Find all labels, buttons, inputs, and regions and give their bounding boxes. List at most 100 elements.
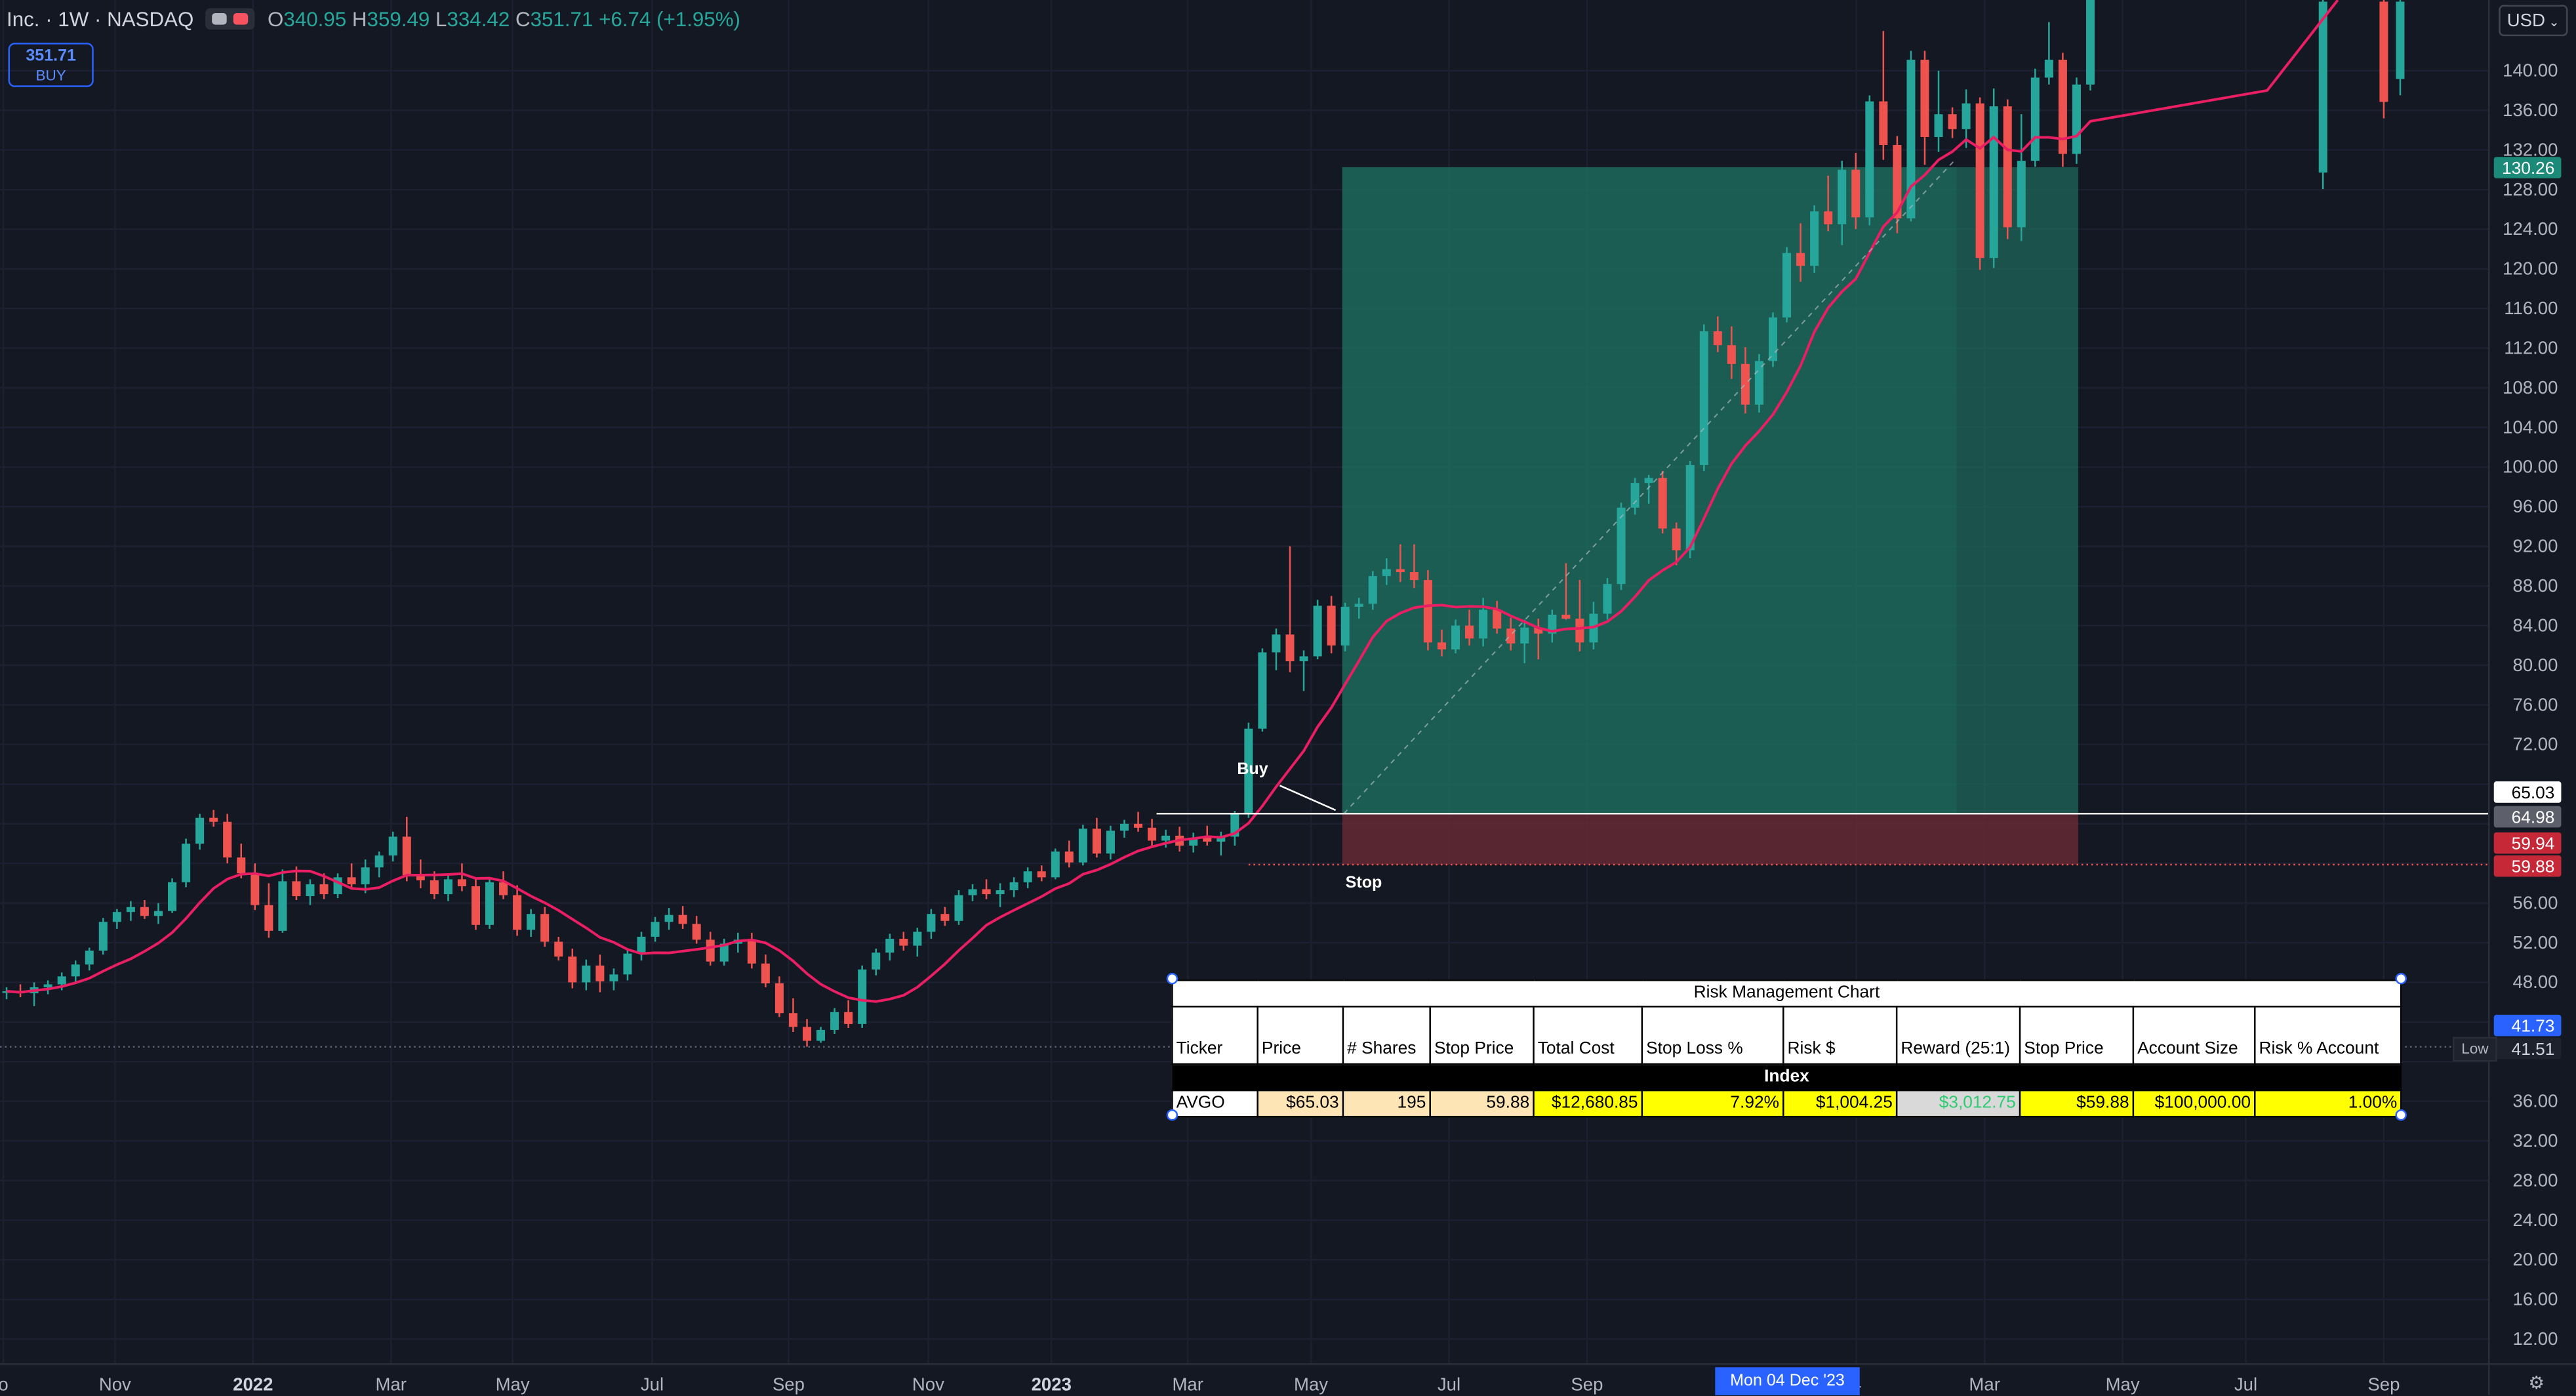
candle-body <box>1810 211 1819 266</box>
candle-body <box>1906 60 1916 218</box>
candle-body <box>112 912 121 922</box>
candle <box>1658 470 1667 534</box>
candle <box>1685 461 1695 558</box>
time-axis[interactable]: oNov2022MarMayJulSepNov2023MarMayJulSep4… <box>0 1363 2576 1394</box>
candle-body <box>1865 101 1874 218</box>
price-axis[interactable]: 140.00 136.00 132.00 128.00 124.00 120.00 116.… <box>2487 0 2562 1395</box>
candle <box>1037 865 1046 882</box>
candle <box>443 874 453 901</box>
candle <box>595 955 605 993</box>
candle-body <box>664 914 674 922</box>
candle-body <box>692 924 701 940</box>
candle-body <box>1148 827 1157 841</box>
time-tick-label: Jul <box>1438 1374 1460 1394</box>
candle <box>1672 522 1681 565</box>
candle-body <box>195 817 205 844</box>
candle <box>844 1000 853 1028</box>
resize-handle[interactable] <box>1166 1109 1178 1121</box>
candle <box>1078 825 1087 866</box>
visibility-toggle-icon[interactable] <box>206 9 256 30</box>
candle-body <box>182 843 191 882</box>
low-value: 334.42 <box>447 8 510 31</box>
buy-annotation[interactable]: Buy <box>1237 760 1268 779</box>
candle <box>2003 99 2012 239</box>
candle <box>1368 571 1377 610</box>
candle-body <box>1299 656 1308 662</box>
resize-handle[interactable] <box>2395 1109 2407 1121</box>
resize-handle[interactable] <box>1166 973 1178 985</box>
candle-body <box>306 884 315 897</box>
candle-body <box>582 965 591 983</box>
candle-body <box>1285 634 1295 662</box>
currency-select[interactable]: USD ⌄ <box>2499 5 2568 37</box>
candle <box>2017 114 2026 241</box>
candle <box>1189 832 1198 853</box>
candle <box>1396 544 1405 583</box>
candle-body <box>1340 606 1350 646</box>
candle-body <box>1520 627 1529 644</box>
candle-body <box>2396 1 2405 79</box>
price-tick-label: 140.00 <box>2503 60 2558 80</box>
candle <box>568 949 577 989</box>
candle-body <box>126 907 135 913</box>
candle-body <box>1313 606 1322 657</box>
candle <box>1023 867 1032 888</box>
candle-body <box>140 907 149 916</box>
candle <box>278 869 287 933</box>
candle-body <box>1217 836 1226 842</box>
candle-body <box>1934 114 1943 137</box>
candle <box>527 909 536 937</box>
time-tick-label: Nov <box>912 1374 944 1394</box>
candle <box>1272 628 1281 670</box>
candle-body <box>2058 60 2067 154</box>
risk-management-table[interactable]: Risk Management Chart Ticker Price # Share… <box>1171 979 2402 1118</box>
candle-body <box>1244 728 1253 814</box>
stop-annotation[interactable]: Stop <box>1345 874 1382 893</box>
candle <box>1451 619 1460 653</box>
candle-body <box>57 976 66 985</box>
candle-body <box>1327 606 1336 646</box>
price-lines <box>0 159 2489 1048</box>
price-badge: 64.98 <box>2493 806 2562 828</box>
candle-body <box>153 911 163 916</box>
gear-icon[interactable]: ⚙ <box>2528 1374 2545 1394</box>
high-value: 359.49 <box>367 8 430 31</box>
table-header-cell: Stop Loss % <box>1641 1006 1784 1065</box>
candle-body <box>1423 580 1432 643</box>
price-badge: 65.03 <box>2493 781 2562 803</box>
symbol-title[interactable]: Inc. · 1W · NASDAQ <box>7 8 194 31</box>
candle-body <box>858 969 867 1024</box>
candle-body <box>1575 619 1584 643</box>
candle <box>1134 811 1143 832</box>
candle <box>1409 544 1419 588</box>
position-zones[interactable] <box>1342 167 2078 865</box>
candle <box>1340 602 1350 651</box>
candle-body <box>471 886 480 925</box>
candle-body <box>457 879 466 886</box>
price-badge-bg <box>2493 1014 2562 1037</box>
candle-body <box>913 932 922 946</box>
candle <box>1865 95 1874 226</box>
candle-body <box>527 914 536 930</box>
price-tick-label: 76.00 <box>2513 694 2558 714</box>
candle-body <box>443 879 453 895</box>
candle-body <box>1727 345 1736 364</box>
candle-body <box>1548 615 1557 634</box>
buy-button[interactable]: 351.71 BUY <box>8 43 94 87</box>
candle-body <box>1493 609 1502 629</box>
candle-body <box>251 873 260 905</box>
candle-body <box>637 936 646 954</box>
change-value: +6.74 (+1.95%) <box>599 8 740 31</box>
candle-body <box>485 882 494 925</box>
candle-body <box>1838 169 1847 224</box>
candle-body <box>623 953 632 975</box>
candle <box>140 900 149 919</box>
candle-body <box>1713 331 1722 346</box>
candle-body <box>747 939 756 964</box>
low-marker-label: Low <box>2453 1037 2497 1062</box>
candle-body <box>996 890 1005 895</box>
resize-handle[interactable] <box>2395 973 2407 985</box>
price-badge: 59.88 <box>2493 855 2562 877</box>
